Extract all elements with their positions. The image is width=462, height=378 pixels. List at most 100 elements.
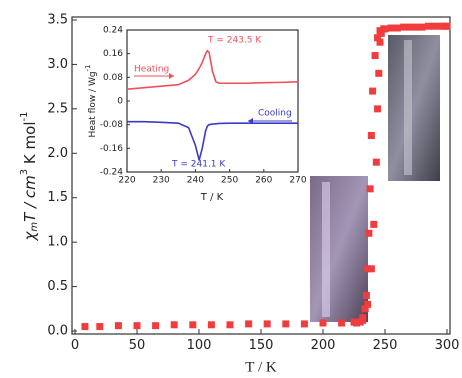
- data-point: [364, 265, 372, 273]
- data-point: [170, 321, 178, 329]
- data-point: [406, 23, 414, 31]
- inset-x-label: T / K: [200, 192, 224, 203]
- y-tick-label: 3.5: [47, 13, 68, 28]
- data-point: [375, 69, 383, 77]
- data-point: [226, 321, 234, 329]
- data-point: [424, 22, 432, 30]
- y-tick-label: 0.08: [103, 73, 123, 83]
- data-point: [359, 314, 367, 322]
- data-point: [207, 321, 215, 329]
- y-tick-label: 2.5: [47, 101, 68, 116]
- x-tick-label: 230: [153, 176, 170, 186]
- data-point: [371, 52, 379, 60]
- data-point: [263, 320, 271, 328]
- x-tick-label: 250: [373, 338, 398, 353]
- y-axis-label-part: T / cm: [21, 175, 39, 222]
- annotation: T = 243.5 K: [207, 36, 262, 46]
- y-axis-label-part: -1: [19, 112, 30, 122]
- x-tick-label: 50: [129, 338, 146, 353]
- x-tick-label: 200: [311, 338, 336, 353]
- y-tick-label: 2.0: [47, 146, 68, 161]
- y-axis-label-part: K mol: [21, 122, 39, 169]
- data-point: [352, 319, 360, 327]
- y-tick-label: 3.0: [47, 57, 68, 72]
- inset-y-label: Heat flow / Wg-1: [84, 64, 98, 137]
- data-point: [133, 322, 141, 330]
- data-point: [319, 319, 327, 327]
- data-point: [338, 319, 346, 327]
- data-point: [282, 320, 290, 328]
- data-point: [81, 323, 89, 331]
- y-tick-label: -0.08: [100, 120, 124, 130]
- data-point: [381, 25, 389, 33]
- y-axis-label-part: χ: [21, 230, 39, 241]
- data-point: [437, 22, 445, 30]
- y-axis-label-part: m: [29, 222, 40, 232]
- y-tick-label: -0.24: [100, 168, 124, 178]
- x-tick-label: 270: [289, 176, 306, 186]
- x-axis-label: T / K: [245, 359, 277, 375]
- series-label: Cooling: [258, 109, 292, 119]
- data-point: [376, 27, 384, 35]
- data-point: [364, 300, 372, 308]
- x-tick-label: 250: [221, 176, 238, 186]
- y-tick-label: 0.0: [47, 324, 68, 339]
- x-tick-label: 220: [118, 176, 135, 186]
- data-point: [431, 22, 439, 30]
- data-point: [367, 132, 375, 140]
- data-point: [114, 322, 122, 330]
- data-point: [152, 322, 160, 330]
- data-point: [372, 158, 380, 166]
- data-point: [376, 38, 384, 46]
- y-tick-label: 0.16: [103, 49, 123, 59]
- data-point: [300, 320, 308, 328]
- data-point: [367, 265, 375, 273]
- y-tick-label: 0.5: [47, 279, 68, 294]
- crystal-photo: [310, 176, 368, 322]
- data-point: [370, 220, 378, 228]
- data-point: [361, 305, 369, 313]
- y-tick-label: 1.0: [47, 235, 68, 250]
- x-tick-label: 300: [435, 338, 460, 353]
- data-point: [96, 323, 104, 331]
- line-series: [126, 49, 299, 90]
- y-tick-label: -0.16: [100, 144, 124, 154]
- x-tick-label: 240: [187, 176, 204, 186]
- crystal-photo: [388, 35, 440, 181]
- data-point: [393, 24, 401, 32]
- x-tick-label: 150: [249, 338, 274, 353]
- inset-y-label-part: Heat flow / Wg: [88, 71, 98, 137]
- data-point: [366, 185, 374, 193]
- y-axis-label: χmT / cm3 K mol-1: [19, 112, 40, 242]
- data-point: [362, 291, 370, 299]
- arrow-head: [248, 118, 253, 124]
- x-tick-label: 0: [71, 338, 79, 353]
- y-axis-label-part: 3: [19, 169, 30, 175]
- plot-frame: [126, 29, 299, 173]
- data-point: [400, 23, 408, 31]
- y-tick-label: 0.24: [103, 26, 123, 36]
- data-point: [441, 22, 449, 30]
- y-tick-label: 1.5: [47, 190, 68, 205]
- data-point: [374, 105, 382, 113]
- data-point: [369, 87, 377, 95]
- line-series: [127, 120, 298, 161]
- x-tick-label: 100: [187, 338, 212, 353]
- series-label: Heating: [134, 65, 169, 75]
- arrow-head: [169, 73, 174, 79]
- inset-y-label-part: -1: [84, 64, 92, 71]
- data-point: [374, 34, 382, 42]
- data-point: [418, 23, 426, 31]
- data-point: [245, 320, 253, 328]
- data-point: [189, 321, 197, 329]
- data-point: [412, 23, 420, 31]
- crystal-highlight: [404, 40, 412, 175]
- annotation: T = 241.1 K: [171, 160, 226, 170]
- data-point: [365, 229, 373, 237]
- data-point: [387, 24, 395, 32]
- data-point: [356, 318, 364, 326]
- y-tick-label: 0: [117, 97, 123, 107]
- x-tick-label: 260: [255, 176, 272, 186]
- crystal-highlight: [322, 182, 330, 317]
